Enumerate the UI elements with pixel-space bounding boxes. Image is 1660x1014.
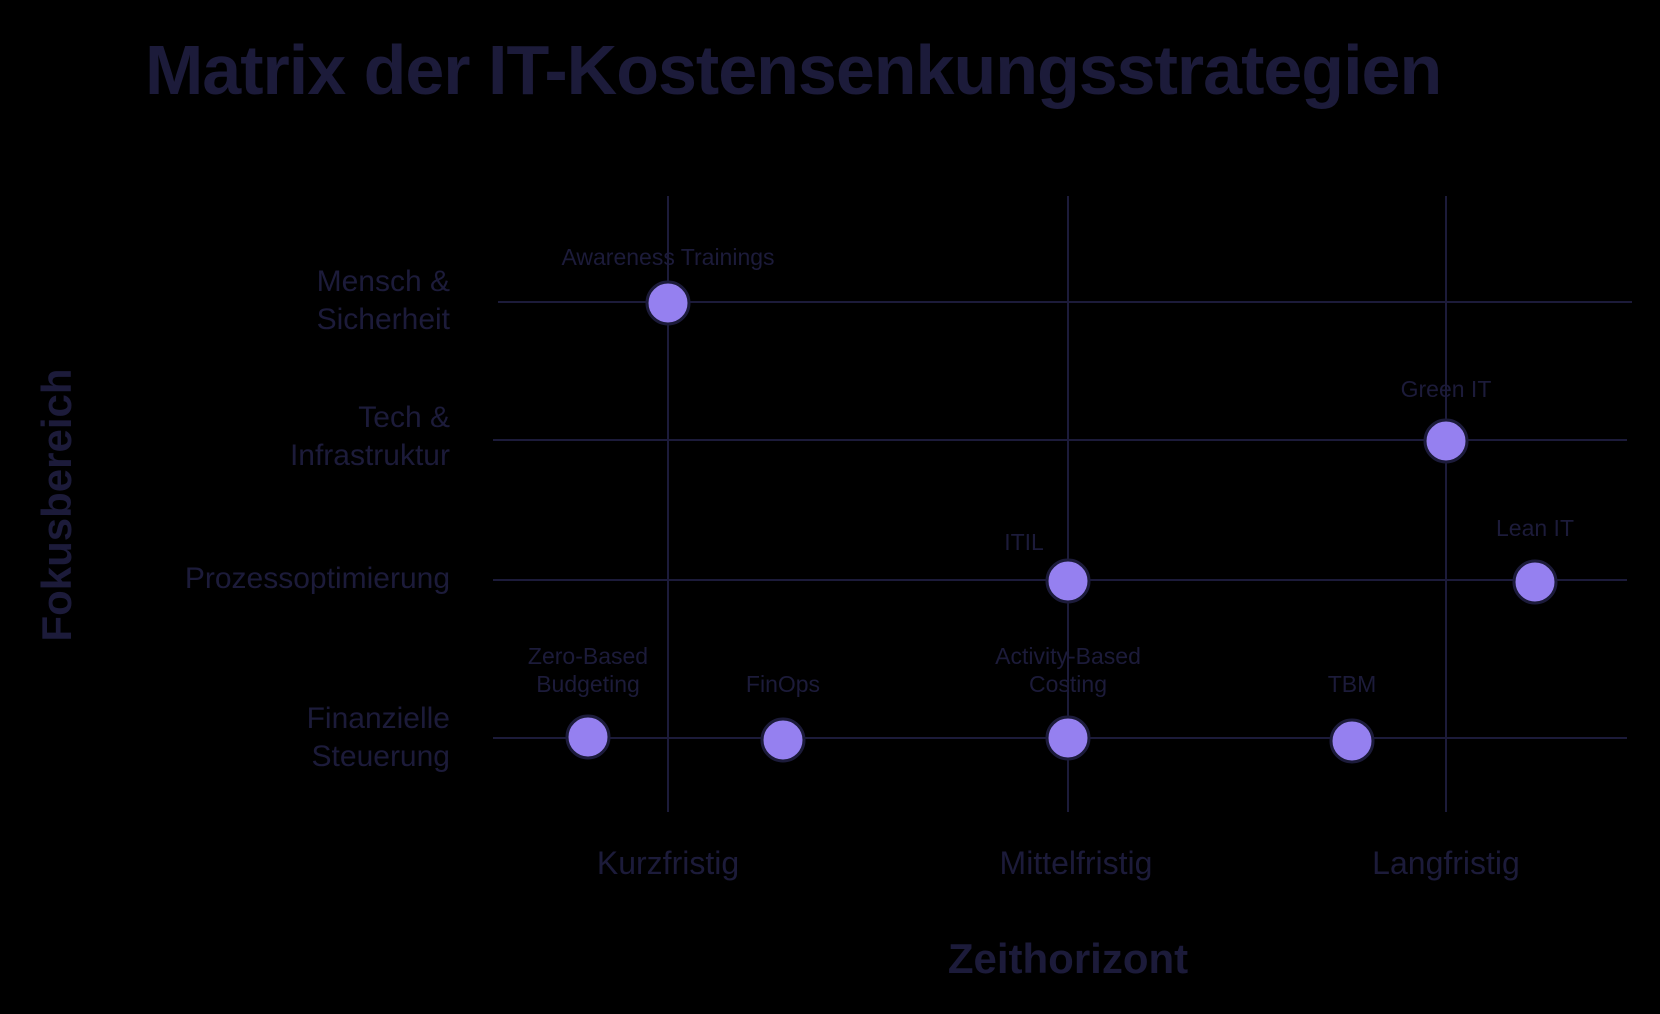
y-axis-title: Fokusbereich bbox=[33, 368, 80, 642]
label-finops: FinOps bbox=[745, 671, 821, 697]
y-tick-mensch-sicherheit: Mensch & Sicherheit bbox=[316, 265, 450, 336]
chart-title: Matrix der IT-Kostensenkungsstrategien bbox=[145, 31, 1442, 109]
label-tbm: TBM bbox=[1327, 671, 1377, 697]
label-green-it: Green IT bbox=[1400, 376, 1492, 402]
label-zero-based-budgeting: Zero-Based Budgeting bbox=[527, 643, 649, 697]
y-tick-finanzielle-steuerung: Finanzielle Steuerung bbox=[306, 702, 450, 773]
label-awareness-trainings: Awareness Trainings bbox=[561, 244, 775, 270]
label-activity-based-costing: Activity-Based Costing bbox=[995, 643, 1141, 697]
point-lean-it[interactable] bbox=[1512, 559, 1558, 605]
point-green-it[interactable] bbox=[1423, 418, 1469, 464]
x-tick-langfristig: Langfristig bbox=[1372, 845, 1520, 881]
point-awareness-trainings[interactable] bbox=[645, 280, 691, 326]
label-itil: ITIL bbox=[1004, 529, 1044, 555]
point-finops[interactable] bbox=[760, 717, 806, 763]
y-tick-tech-infrastruktur: Tech & Infrastruktur bbox=[289, 401, 450, 472]
x-tick-mittelfristig: Mittelfristig bbox=[999, 845, 1153, 881]
y-tick-prozessoptimierung: Prozessoptimierung bbox=[184, 562, 450, 595]
point-activity-based-costing[interactable] bbox=[1045, 715, 1091, 761]
x-tick-kurzfristig: Kurzfristig bbox=[596, 845, 740, 881]
point-itil[interactable] bbox=[1045, 558, 1091, 604]
label-lean-it: Lean IT bbox=[1496, 515, 1574, 541]
point-zero-based-budgeting[interactable] bbox=[565, 714, 611, 760]
x-axis-title: Zeithorizont bbox=[947, 935, 1189, 982]
point-tbm[interactable] bbox=[1329, 718, 1375, 764]
